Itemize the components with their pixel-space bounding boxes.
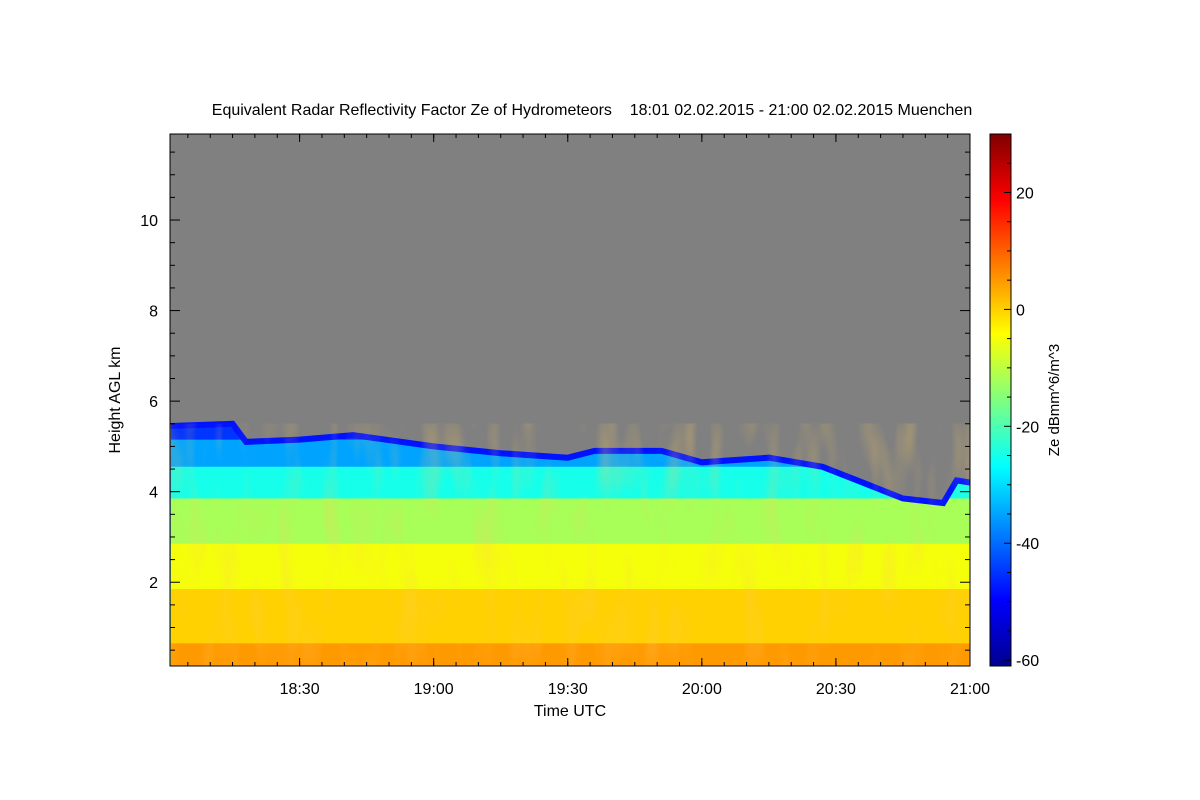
x-axis: 18:30 19:00 19:30 20:00 20:30 21:00 — [187, 134, 990, 698]
reflectivity-texture — [170, 423, 970, 666]
x-tick-label: 19:00 — [414, 681, 454, 698]
colorbar-label: Ze dBmm^6/m^3 — [1046, 344, 1063, 456]
y-tick-label: 6 — [149, 394, 158, 411]
x-tick-label: 20:00 — [682, 681, 722, 698]
x-tick-label: 19:30 — [548, 681, 588, 698]
y-axis: 2 4 6 8 10 — [140, 151, 970, 651]
colorbar-ticks: 20 0 -20 -40 -60 — [1004, 162, 1039, 670]
y-tick-label: 10 — [140, 213, 158, 230]
y-tick-label: 8 — [149, 304, 158, 321]
reflectivity-heatmap — [170, 420, 970, 666]
colorbar-tick-label: 20 — [1016, 185, 1034, 202]
y-tick-label: 2 — [149, 575, 158, 592]
chart-title: Equivalent Radar Reflectivity Factor Ze … — [212, 102, 972, 119]
colorbar-tick-label: -20 — [1016, 419, 1039, 436]
x-tick-label: 20:30 — [816, 681, 856, 698]
plot-frame — [169, 133, 971, 667]
x-tick-label: 18:30 — [280, 681, 320, 698]
colorbar: 20 0 -20 -40 -60 Ze dBmm^6/m^3 — [989, 133, 1063, 670]
plot-area — [169, 133, 971, 667]
colorbar-tick-label: -40 — [1016, 536, 1039, 553]
colorbar-tick-label: 0 — [1016, 302, 1025, 319]
colorbar-tick-label: -60 — [1016, 653, 1039, 670]
x-axis-label: Time UTC — [534, 703, 606, 720]
colorbar-gradient — [989, 133, 1012, 667]
x-tick-label: 21:00 — [950, 681, 990, 698]
y-tick-label: 4 — [149, 485, 158, 502]
y-axis-label: Height AGL km — [107, 346, 124, 453]
